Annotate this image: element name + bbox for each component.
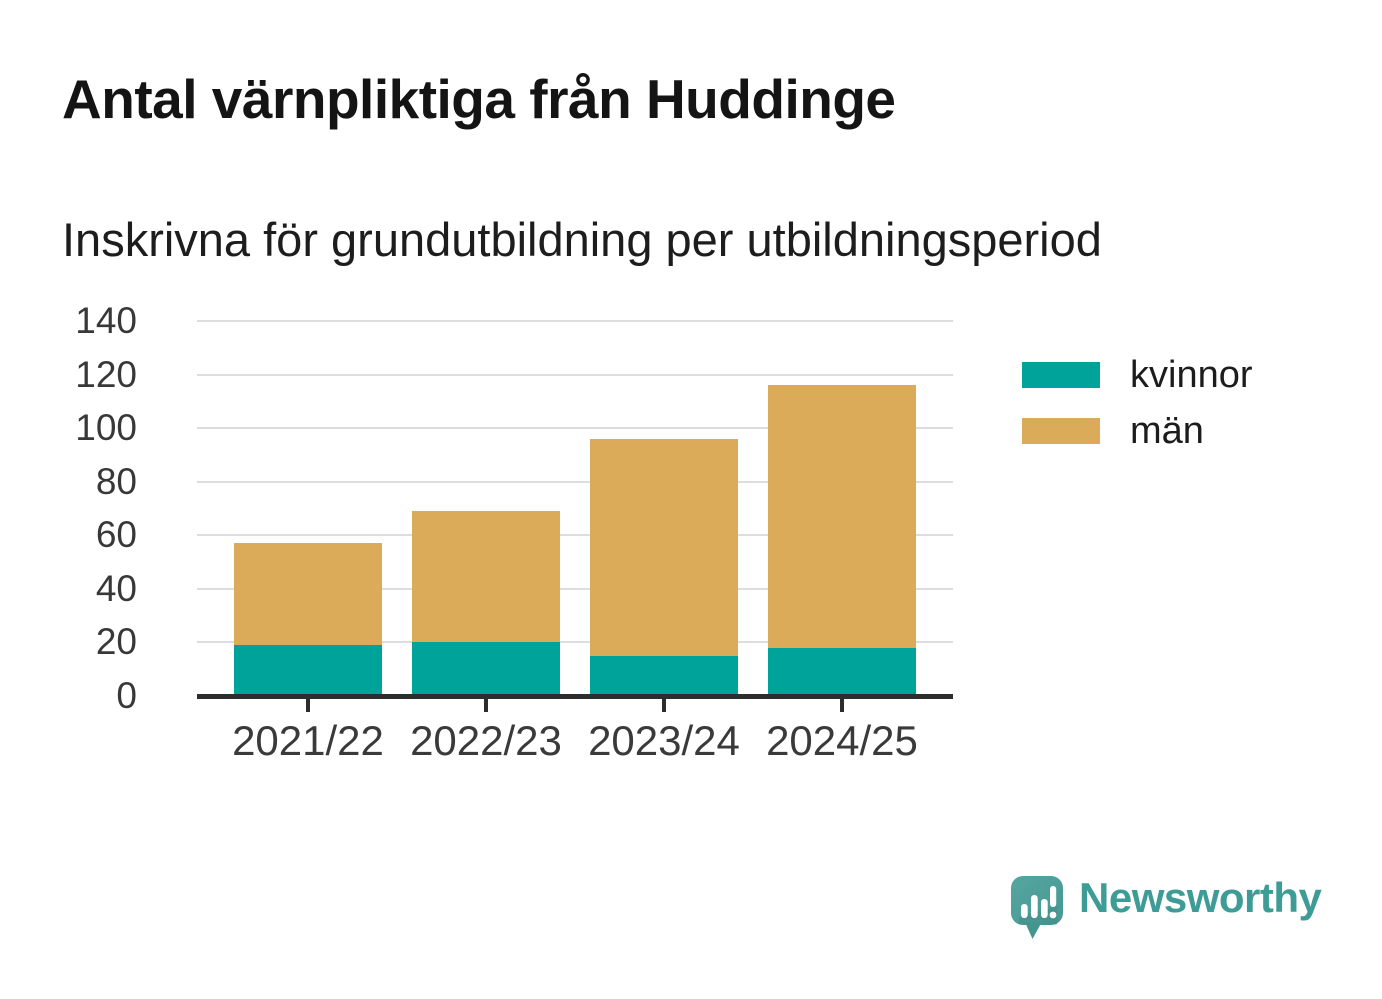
newsworthy-logo-icon bbox=[1011, 876, 1063, 939]
bar-segment-män-2024/25 bbox=[768, 385, 916, 648]
bar-2022/23 bbox=[412, 511, 560, 696]
gridline-60 bbox=[197, 534, 953, 537]
plot-area bbox=[197, 320, 953, 699]
bar-2021/22 bbox=[234, 543, 382, 696]
bar-2023/24 bbox=[590, 438, 738, 696]
bar-segment-män-2021/22 bbox=[234, 543, 382, 646]
x-tick-2022/23 bbox=[484, 698, 488, 712]
gridline-140 bbox=[197, 320, 953, 322]
x-tick-label-2024/25: 2024/25 bbox=[766, 717, 918, 764]
y-tick-label-100: 100 bbox=[75, 407, 137, 449]
y-tick-label-80: 80 bbox=[95, 460, 137, 502]
chart-subtitle: Inskrivna för grundutbildning per utbild… bbox=[62, 213, 1102, 266]
legend-swatch-kvinnor bbox=[1022, 362, 1100, 388]
newsworthy-logo: Newsworthy bbox=[1011, 874, 1322, 941]
bar-segment-kvinnor-2023/24 bbox=[590, 655, 738, 696]
bar-segment-kvinnor-2021/22 bbox=[234, 645, 382, 696]
gridline-20 bbox=[197, 641, 953, 644]
newsworthy-logo-text: Newsworthy bbox=[1079, 874, 1322, 921]
bar-segment-män-2022/23 bbox=[412, 511, 560, 643]
legend-item-män: män bbox=[1022, 412, 1253, 450]
y-tick-label-60: 60 bbox=[95, 514, 137, 556]
chart-title: Antal värnpliktiga från Huddinge bbox=[62, 68, 896, 130]
legend-swatch-män bbox=[1022, 418, 1100, 444]
y-tick-label-40: 40 bbox=[95, 567, 137, 609]
x-tick-label-2022/23: 2022/23 bbox=[410, 717, 562, 764]
x-tick-2021/22 bbox=[306, 698, 310, 712]
bar-segment-kvinnor-2024/25 bbox=[768, 647, 916, 696]
y-tick-label-0: 0 bbox=[116, 675, 137, 716]
gridline-40 bbox=[197, 587, 953, 590]
x-tick-label-2023/24: 2023/24 bbox=[588, 717, 740, 764]
bar-2024/25 bbox=[768, 385, 916, 696]
gridline-100 bbox=[197, 427, 953, 430]
legend-label-män: män bbox=[1130, 410, 1204, 452]
bar-segment-kvinnor-2022/23 bbox=[412, 642, 560, 696]
gridline-120 bbox=[197, 373, 953, 376]
x-tick-2023/24 bbox=[662, 698, 666, 712]
x-tick-2024/25 bbox=[840, 698, 844, 712]
bar-segment-män-2023/24 bbox=[590, 438, 738, 656]
x-axis: 2021/22 2022/23 2023/24 2024/25 bbox=[197, 696, 953, 786]
legend-label-kvinnor: kvinnor bbox=[1130, 354, 1253, 396]
y-tick-label-120: 120 bbox=[75, 353, 137, 395]
gridline-80 bbox=[197, 480, 953, 483]
x-tick-label-2021/22: 2021/22 bbox=[232, 717, 384, 764]
legend: kvinnor män bbox=[1022, 356, 1253, 474]
y-tick-label-20: 20 bbox=[95, 621, 137, 663]
y-axis-labels: 0 20 40 60 80 100 120 140 bbox=[40, 300, 167, 716]
x-axis-line bbox=[197, 694, 953, 699]
legend-item-kvinnor: kvinnor bbox=[1022, 356, 1253, 394]
y-tick-label-140: 140 bbox=[75, 300, 137, 341]
